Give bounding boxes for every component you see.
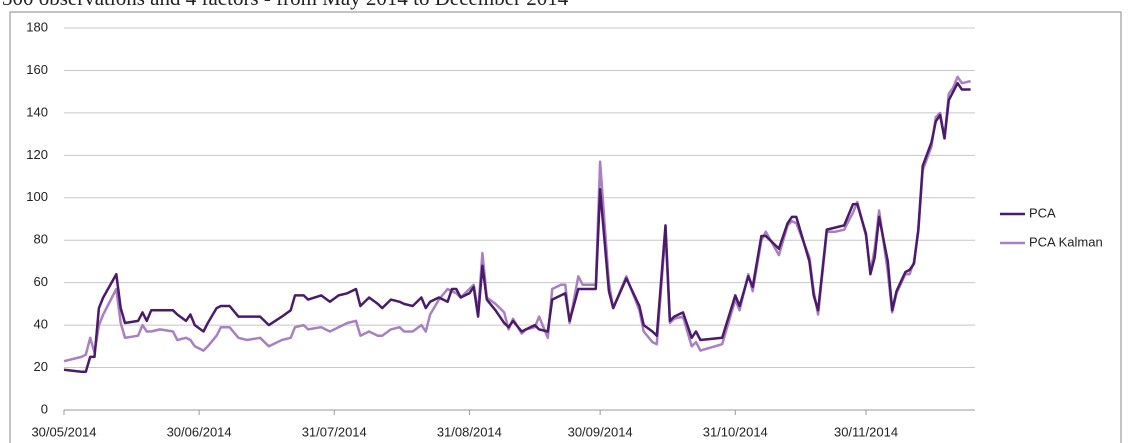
x-tick-label: 30/11/2014 <box>834 424 898 439</box>
x-tick-label: 30/09/2014 <box>568 424 633 439</box>
y-tick-label: 0 <box>41 401 48 416</box>
y-tick-label: 180 <box>26 19 48 34</box>
x-tick-label: 31/08/2014 <box>437 424 502 439</box>
legend-label: PCA <box>1029 205 1056 220</box>
y-tick-label: 20 <box>34 359 48 374</box>
series-line <box>63 81 971 374</box>
y-tick-label: 160 <box>26 62 48 77</box>
y-tick-label: 100 <box>26 189 48 204</box>
x-tick-label: 31/07/2014 <box>302 424 367 439</box>
y-tick-label: 60 <box>34 274 48 289</box>
x-tick-label: 30/05/2014 <box>31 424 96 439</box>
x-tick-label: 30/06/2014 <box>167 424 232 439</box>
y-tick-label: 80 <box>34 232 48 247</box>
chart-border <box>9 11 1122 443</box>
x-tick-label: 31/10/2014 <box>703 424 768 439</box>
y-tick-label: 120 <box>26 147 48 162</box>
legend-label: PCA Kalman <box>1029 234 1103 249</box>
y-tick-label: 40 <box>34 317 48 332</box>
y-tick-label: 140 <box>26 104 48 119</box>
chart-title: 300 observations and 4 factors - from Ma… <box>2 0 569 10</box>
